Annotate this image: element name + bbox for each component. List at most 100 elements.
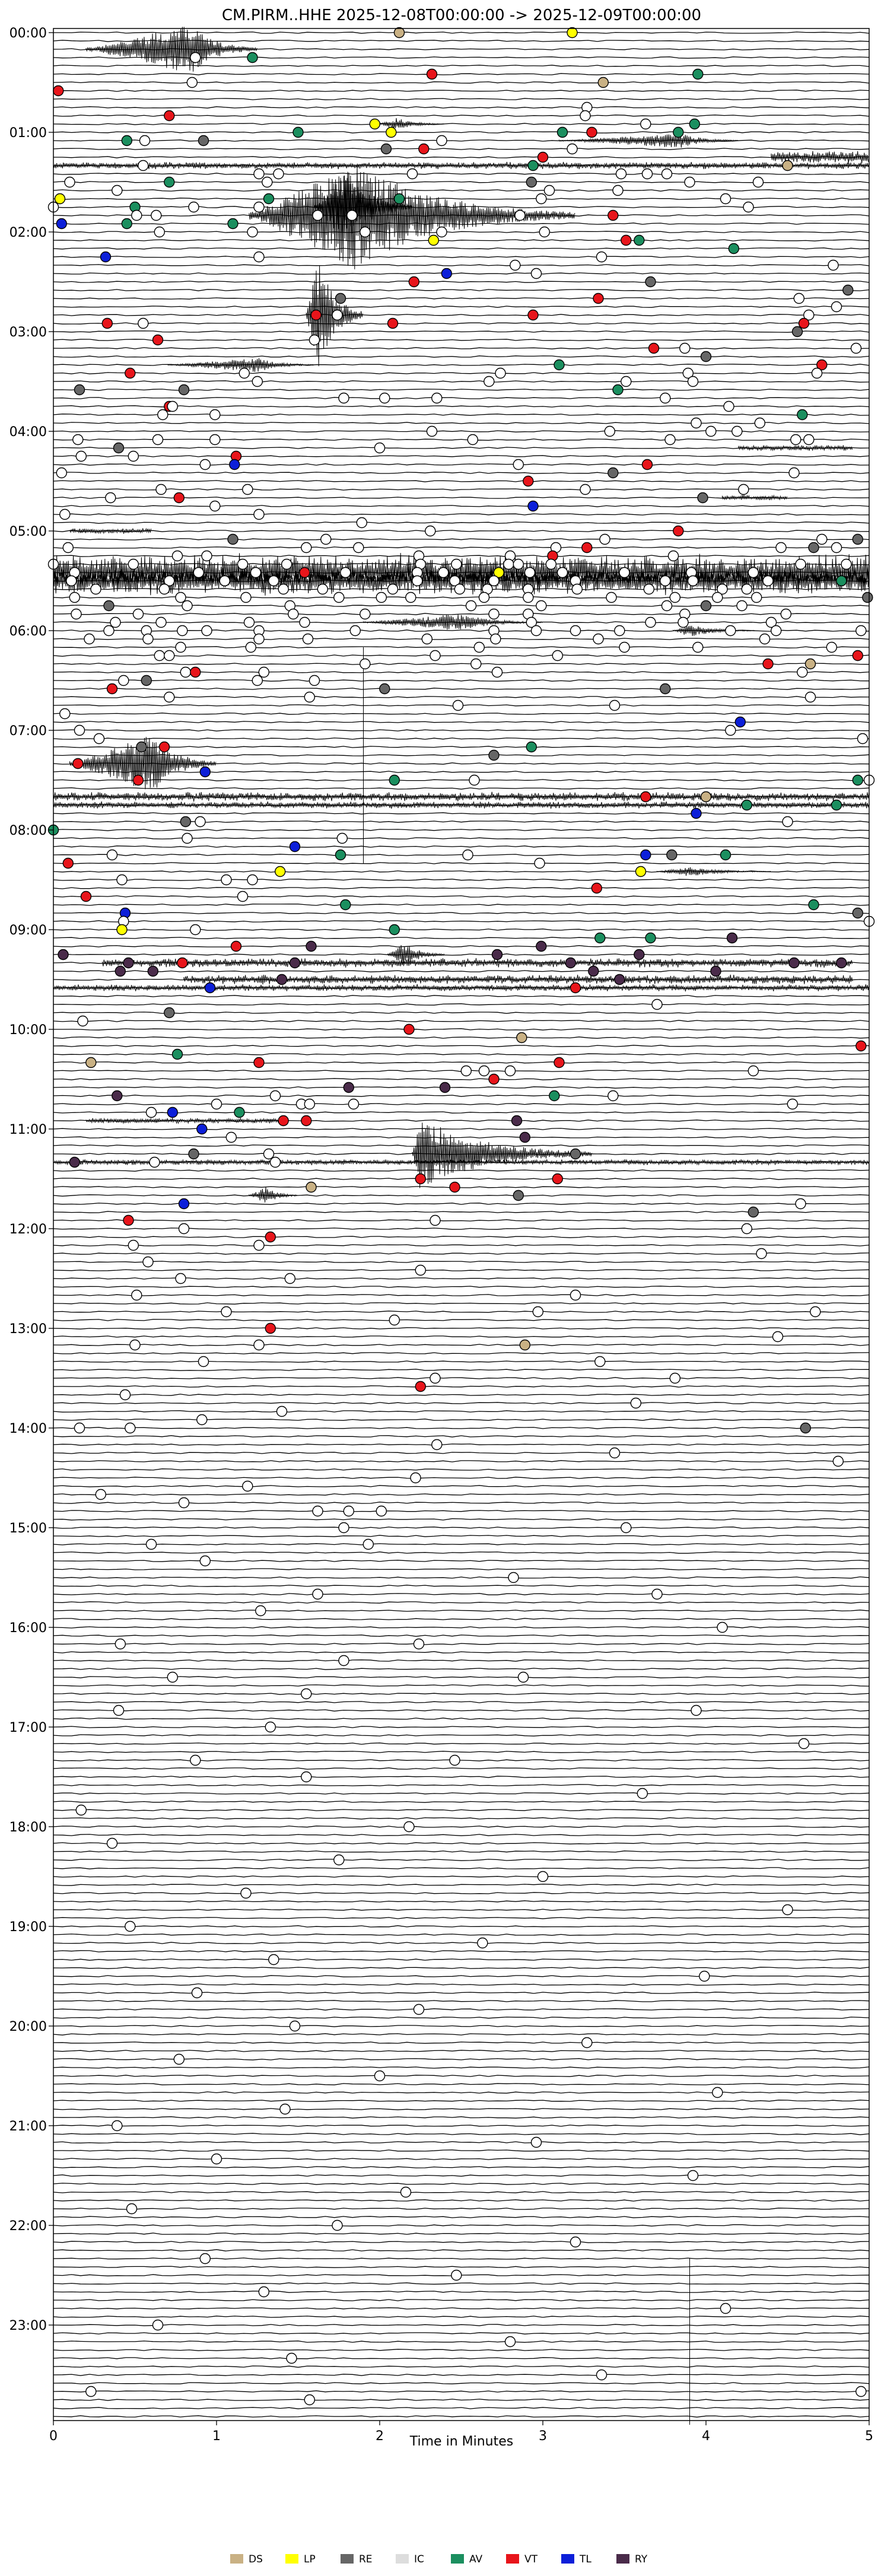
event-marker (335, 292, 346, 304)
event-marker (131, 209, 142, 221)
event-marker (209, 409, 221, 421)
event-marker (678, 616, 689, 628)
x-tick-label: 3 (539, 2429, 547, 2444)
event-marker (332, 2219, 343, 2231)
trace-line (53, 1684, 870, 1687)
event-marker (720, 2303, 731, 2314)
event-marker (247, 226, 258, 238)
legend-label: DS (249, 2553, 263, 2565)
trace-line (53, 31, 870, 34)
event-marker (759, 633, 771, 645)
event-marker (490, 633, 501, 645)
event-marker (810, 1306, 821, 1318)
event-marker (850, 342, 862, 354)
event-marker (645, 276, 656, 288)
event-marker (460, 1065, 472, 1077)
trace-line (53, 422, 870, 424)
trace-line (53, 663, 870, 665)
event-marker (374, 2070, 386, 2082)
event-marker (581, 2037, 593, 2049)
y-tick-label: 06:00 (9, 624, 47, 639)
trace-line (53, 347, 870, 349)
trace-line (53, 2066, 870, 2069)
event-marker (645, 932, 656, 944)
event-marker (164, 176, 175, 188)
event-marker (263, 1148, 275, 1160)
event-marker (436, 226, 447, 238)
trace-line (53, 513, 870, 516)
event-marker (606, 591, 617, 603)
event-marker (138, 160, 149, 171)
signal-waveform (559, 133, 739, 148)
y-tick-label: 21:00 (9, 2119, 47, 2134)
y-tick-label: 18:00 (9, 1820, 47, 1835)
event-marker (103, 625, 115, 637)
trace-line (53, 2208, 870, 2210)
event-marker (405, 591, 416, 603)
event-marker (56, 218, 68, 230)
event-marker (425, 525, 436, 537)
event-marker (247, 874, 258, 886)
trace-line (53, 222, 870, 225)
event-marker (188, 1148, 199, 1160)
event-marker (118, 675, 129, 686)
event-marker (782, 160, 793, 171)
trace-line (53, 1543, 870, 1545)
event-marker (292, 126, 304, 138)
event-marker (182, 600, 193, 612)
event-marker (752, 176, 764, 188)
event-marker (415, 1264, 426, 1276)
event-marker (180, 666, 191, 678)
trace-line (53, 1983, 870, 1986)
event-marker (484, 376, 495, 387)
event-marker (493, 567, 504, 578)
event-marker (75, 450, 87, 462)
trace-line (53, 1826, 870, 1828)
trace-line (53, 945, 870, 947)
event-marker (195, 816, 206, 828)
event-marker (299, 616, 310, 628)
event-marker (545, 558, 556, 570)
event-marker (199, 1555, 211, 1567)
event-marker (826, 641, 838, 653)
trace-line (53, 2174, 870, 2177)
event-marker (333, 1854, 345, 1866)
event-marker (513, 459, 524, 470)
trace-line (53, 1311, 870, 1313)
trace-line (53, 314, 870, 316)
trace-line (53, 2332, 870, 2335)
trace-line (53, 1144, 870, 1147)
event-marker (126, 2203, 138, 2215)
signal-waveform (249, 1187, 298, 1203)
trace-line (53, 2133, 870, 2135)
event-marker (692, 641, 704, 653)
event-marker (816, 359, 828, 371)
trace-line (53, 1053, 870, 1055)
event-marker (110, 616, 121, 628)
event-marker (338, 1655, 349, 1667)
event-marker (431, 1439, 443, 1451)
legend-label: RE (359, 2553, 373, 2565)
event-marker (808, 899, 819, 911)
event-marker (527, 500, 539, 512)
trace-line (53, 1892, 870, 1894)
event-marker (527, 160, 539, 171)
event-marker (597, 77, 609, 88)
event-marker (284, 1273, 295, 1284)
event-marker (536, 600, 547, 612)
trace-line (53, 1169, 870, 1172)
trace-line (53, 895, 870, 898)
trace-line (53, 2257, 870, 2260)
event-marker (237, 891, 249, 902)
trace-line (53, 1211, 870, 1213)
event-marker (640, 791, 651, 803)
event-marker (182, 832, 193, 844)
trace-line (53, 189, 870, 192)
trace-line (53, 1402, 870, 1404)
trace-line (53, 455, 870, 457)
signal-waveform (53, 791, 870, 802)
legend-swatch (341, 2554, 354, 2564)
trace-line (53, 679, 870, 682)
trace-line (53, 115, 870, 117)
event-marker (167, 1671, 178, 1683)
